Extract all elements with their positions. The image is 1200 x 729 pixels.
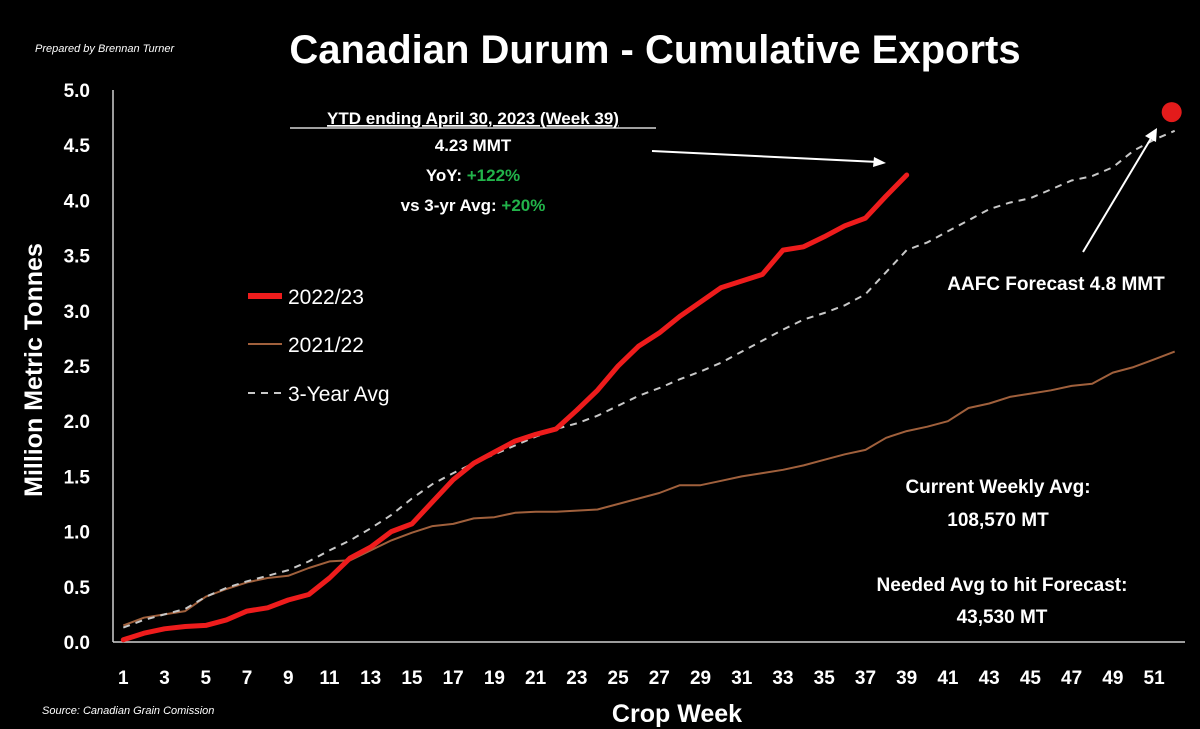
y-tick-labels: 0.0 0.5 1.0 1.5 2.0 2.5 3.0 3.5 4.0 4.5 5.0 bbox=[64, 81, 91, 654]
y-tick-label: 4.0 bbox=[64, 191, 90, 212]
x-tick-label: 25 bbox=[608, 668, 630, 689]
y-tick-label: 2.0 bbox=[64, 412, 90, 433]
x-tick-label: 41 bbox=[937, 668, 959, 689]
legend-label-3yr: 3-Year Avg bbox=[288, 383, 390, 406]
y-tick-label: 4.5 bbox=[64, 136, 91, 157]
x-tick-label: 5 bbox=[200, 668, 211, 689]
source-text: Source: Canadian Grain Comission bbox=[42, 705, 214, 717]
y-tick-label: 0.0 bbox=[64, 633, 90, 654]
x-tick-label: 49 bbox=[1102, 668, 1123, 689]
needed-avg-label: Needed Avg to hit Forecast: bbox=[877, 575, 1128, 596]
weekly-avg-label: Current Weekly Avg: bbox=[905, 477, 1090, 498]
x-tick-label: 23 bbox=[566, 668, 587, 689]
x-tick-label: 39 bbox=[896, 668, 917, 689]
yoy-line: YoY: +122% bbox=[426, 166, 520, 185]
x-tick-label: 11 bbox=[319, 668, 340, 689]
x-tick-label: 13 bbox=[360, 668, 381, 689]
weekly-avg-value: 108,570 MT bbox=[947, 510, 1049, 531]
legend-label-2021-22: 2021/22 bbox=[288, 334, 364, 357]
ytd-arrow-line bbox=[651, 150, 879, 163]
x-tick-label: 31 bbox=[731, 668, 753, 689]
x-tick-label: 47 bbox=[1061, 668, 1082, 689]
series-line-2021-22 bbox=[122, 350, 1176, 627]
forecast-label: AAFC Forecast 4.8 MMT bbox=[947, 274, 1165, 295]
y-tick-label: 1.5 bbox=[64, 467, 91, 488]
x-tick-label: 15 bbox=[401, 668, 423, 689]
x-axis-label: Crop Week bbox=[612, 700, 742, 728]
ytd-annotation: YTD ending April 30, 2023 (Week 39) 4.23… bbox=[290, 109, 886, 215]
y-tick-label: 0.5 bbox=[64, 578, 91, 599]
series-line-3-year-avg bbox=[122, 129, 1176, 629]
x-tick-label: 51 bbox=[1144, 668, 1166, 689]
series-layer bbox=[120, 102, 1182, 643]
x-tick-label: 35 bbox=[814, 668, 836, 689]
x-tick-label: 33 bbox=[772, 668, 793, 689]
avg-label: vs 3-yr Avg: bbox=[401, 196, 497, 215]
credit-text: Prepared by Brennan Turner bbox=[35, 43, 176, 55]
y-tick-label: 5.0 bbox=[64, 81, 90, 102]
x-tick-label: 7 bbox=[242, 668, 253, 689]
avg-value: +20% bbox=[501, 196, 545, 215]
forecast-annotation: AAFC Forecast 4.8 MMT bbox=[947, 128, 1165, 295]
series-line-2022-23 bbox=[120, 172, 910, 643]
x-tick-label: 9 bbox=[283, 668, 294, 689]
forecast-arrow-line bbox=[1082, 134, 1154, 253]
x-tick-label: 29 bbox=[690, 668, 711, 689]
y-tick-label: 2.5 bbox=[64, 357, 91, 378]
x-tick-label: 19 bbox=[484, 668, 505, 689]
y-axis-label: Million Metric Tonnes bbox=[20, 243, 48, 497]
weekly-stats: Current Weekly Avg: 108,570 MT Needed Av… bbox=[877, 477, 1128, 628]
x-tick-label: 3 bbox=[159, 668, 170, 689]
chart-title: Canadian Durum - Cumulative Exports bbox=[289, 28, 1020, 72]
x-tick-label: 21 bbox=[525, 668, 547, 689]
x-tick-label: 37 bbox=[855, 668, 876, 689]
ytd-title: YTD ending April 30, 2023 (Week 39) bbox=[327, 109, 619, 128]
ytd-value: 4.23 MMT bbox=[435, 136, 512, 155]
y-tick-label: 1.0 bbox=[64, 523, 90, 544]
yoy-label: YoY: bbox=[426, 166, 462, 185]
x-tick-label: 1 bbox=[118, 668, 129, 689]
x-tick-label: 45 bbox=[1020, 668, 1042, 689]
needed-avg-value: 43,530 MT bbox=[957, 607, 1048, 628]
x-tick-label: 27 bbox=[649, 668, 670, 689]
yoy-value: +122% bbox=[467, 166, 520, 185]
y-tick-label: 3.5 bbox=[64, 247, 91, 268]
x-tick-labels: 1 3 5 7 9 11 13 15 17 19 21 23 25 27 29 31 33 35 37 39 41 43 4… bbox=[118, 668, 1165, 689]
y-tick-label: 3.0 bbox=[64, 302, 90, 323]
ytd-arrow-head bbox=[873, 157, 886, 167]
x-tick-label: 17 bbox=[443, 668, 464, 689]
legend-label-2022-23: 2022/23 bbox=[288, 286, 364, 309]
x-tick-label: 43 bbox=[979, 668, 1000, 689]
forecast-arrow-head bbox=[1145, 128, 1157, 142]
forecast-marker bbox=[1161, 102, 1182, 123]
legend: 2022/23 2021/22 3-Year Avg bbox=[248, 286, 390, 406]
avg-line: vs 3-yr Avg: +20% bbox=[401, 196, 546, 215]
